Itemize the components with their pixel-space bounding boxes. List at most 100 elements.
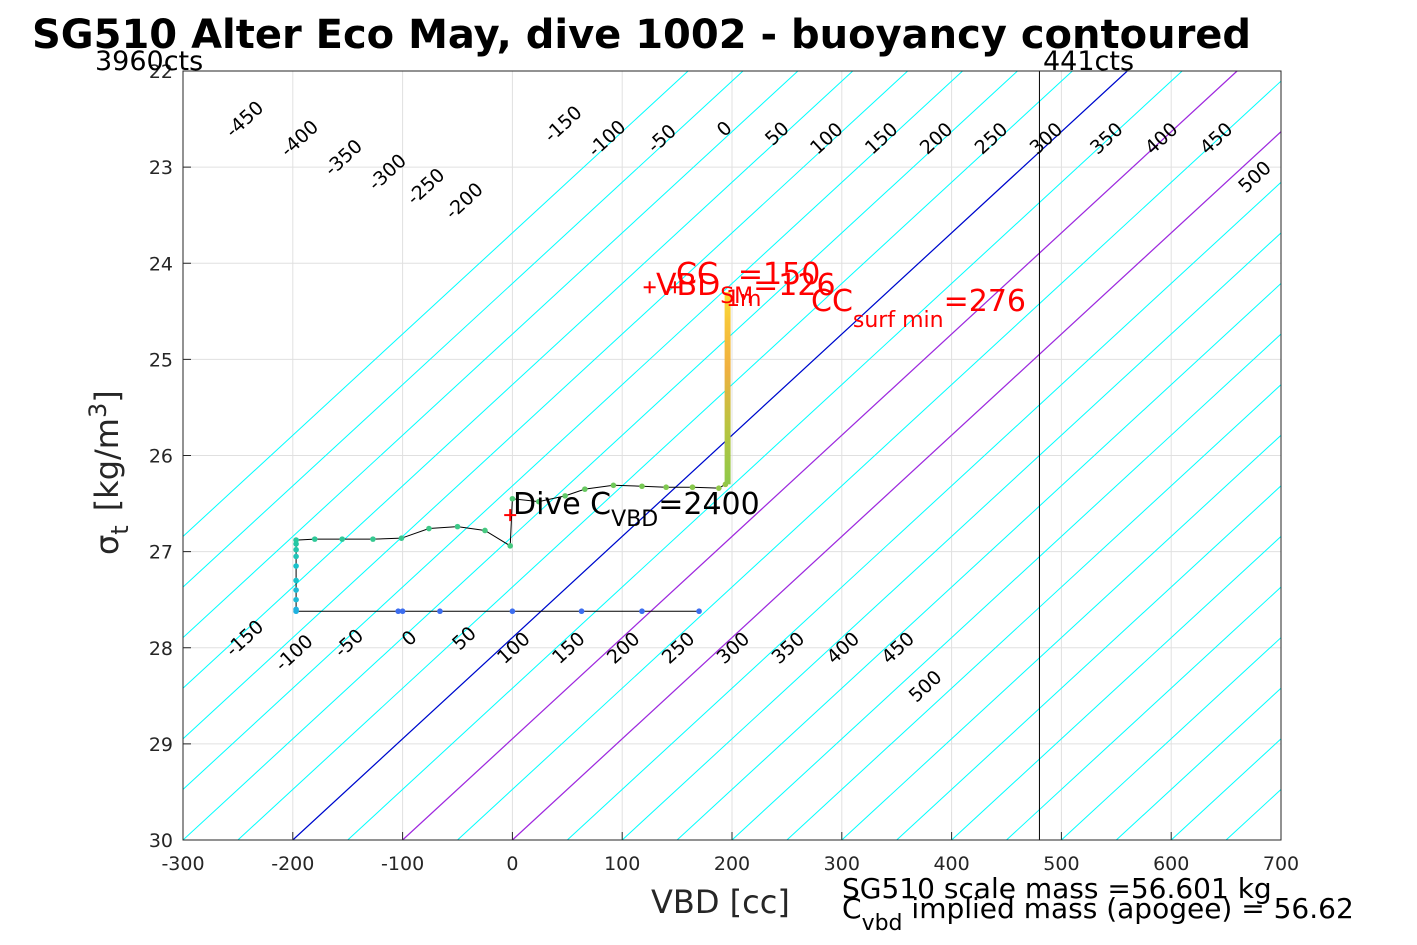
cc-surf-min-annotation: CCsurf min=276: [811, 284, 1026, 333]
profile-point: [507, 543, 514, 549]
profile-point: [395, 608, 402, 615]
y-tick-label: 24: [149, 253, 173, 275]
contour-line: [183, 71, 854, 689]
red-markers: [504, 281, 681, 522]
x-tick-label: 300: [824, 853, 860, 875]
profile-point: [509, 495, 516, 502]
contour-line: [951, 535, 1281, 840]
cc-surf-min-sub: surf min: [853, 308, 944, 333]
x-tick-label: 200: [714, 853, 750, 875]
profile-point: [454, 523, 461, 530]
profile-point: [689, 484, 696, 491]
y-axis-ticks: 22 23 24 25 26 27 28 29 30: [149, 61, 191, 852]
y-label-unit-pre: [kg/m: [88, 418, 126, 511]
profile-point: [370, 536, 376, 542]
x-tick-label: -200: [271, 853, 314, 875]
cc-annotation-post: =150: [738, 257, 820, 292]
profile-point: [582, 486, 588, 492]
profile-point: [339, 536, 346, 542]
vbd-sm-sub: SM: [720, 284, 753, 309]
x-tick-label: 100: [604, 853, 640, 875]
profile-point: [293, 563, 299, 569]
x-axis-label: VBD [cc]: [651, 883, 790, 921]
dive-cvbd-sub: VBD: [611, 507, 658, 532]
vertical-trace: [724, 292, 731, 485]
profile-point: [399, 608, 406, 615]
highlight-line: [402, 71, 1238, 840]
profile-point: [696, 608, 702, 615]
profile-point: [293, 577, 299, 584]
profile-point: [293, 546, 299, 553]
profile-point: [509, 608, 516, 615]
x-tick-label: 700: [1263, 853, 1299, 875]
contour-line: [1061, 636, 1281, 840]
y-tick-label: 30: [149, 830, 173, 852]
y-tick-label: 22: [149, 61, 173, 83]
cc-annotation-pre: CC: [676, 257, 718, 292]
profile-point: [535, 498, 542, 505]
contour-line: [896, 485, 1281, 840]
profile-point: [578, 608, 585, 615]
y-tick-label: 26: [149, 446, 173, 468]
highlight-line: [292, 71, 1128, 840]
y-label-unit-post: ]: [88, 390, 126, 402]
profile-point: [293, 587, 299, 593]
cc-annotation: CC =150: [676, 257, 820, 292]
y-label-unit-sup: 3: [84, 403, 112, 418]
contour-line: [183, 71, 909, 740]
contour-line: [237, 71, 1073, 840]
profile-point: [663, 484, 669, 491]
implied-mass-pre: C: [842, 892, 862, 925]
contour-line: [183, 71, 799, 639]
contour-line: [566, 181, 1281, 840]
x-tick-label: 0: [506, 853, 518, 875]
y-tick-label: 27: [149, 542, 173, 564]
y-label-sigma: σ: [88, 535, 126, 555]
contour-line: [457, 80, 1281, 840]
profile-point: [293, 541, 299, 547]
contour-line: [731, 333, 1281, 840]
y-tick-label: 23: [149, 157, 173, 179]
x-tick-label: 600: [1153, 853, 1189, 875]
y-label-sub: t: [106, 525, 134, 534]
contour-line: [183, 71, 689, 538]
y-tick-label: 28: [149, 638, 173, 660]
top-left-counts: 3960cts: [95, 46, 203, 77]
profile-point: [562, 493, 568, 499]
profile-point: [293, 606, 299, 613]
y-tick-label: 25: [149, 349, 173, 371]
one-m-annotation: 1m: [726, 287, 761, 312]
contour-line: [183, 71, 1018, 840]
vbd-sm-annotation: VBDSM=126: [656, 268, 836, 309]
vbd-sm-post: =126: [753, 268, 835, 303]
profile-trace: [293, 292, 731, 615]
highlight-line: [511, 130, 1281, 840]
contour-line: [786, 383, 1281, 840]
x-tick-label: -100: [381, 853, 424, 875]
svg-text:σt[kg/m3]: σt [kg/m3]: [84, 390, 134, 555]
scale-mass-text: SG510 scale mass =56.601 kg: [842, 872, 1272, 905]
profile-point: [639, 608, 645, 615]
profile-point: [311, 536, 318, 542]
top-right-counts: 441cts: [1043, 46, 1134, 77]
cc-surf-min-pre: CC: [811, 284, 853, 319]
x-tick-label: 500: [1043, 853, 1079, 875]
highlight-lines: [292, 71, 1281, 840]
profile-point: [716, 485, 722, 491]
implied-mass-sub: vbd: [862, 911, 903, 936]
contour-line: [676, 282, 1281, 840]
profile-point: [610, 482, 617, 489]
profile-point: [426, 525, 432, 532]
contour-line: [1006, 586, 1281, 840]
dive-cvbd-annotation: Dive CVBD=2400: [513, 487, 760, 532]
x-axis-ticks: -300 -200 -100 0 100 200 300 400 500 600 700: [161, 832, 1299, 875]
x-tick-label: -300: [161, 853, 204, 875]
profile-point: [293, 596, 299, 603]
implied-mass-post: implied mass (apogee) = 56.62: [903, 892, 1354, 925]
contour-line: [347, 71, 1183, 840]
contour-line: [841, 434, 1281, 840]
dive-cvbd-pre: Dive C: [513, 487, 611, 522]
x-tick-label: 400: [933, 853, 969, 875]
